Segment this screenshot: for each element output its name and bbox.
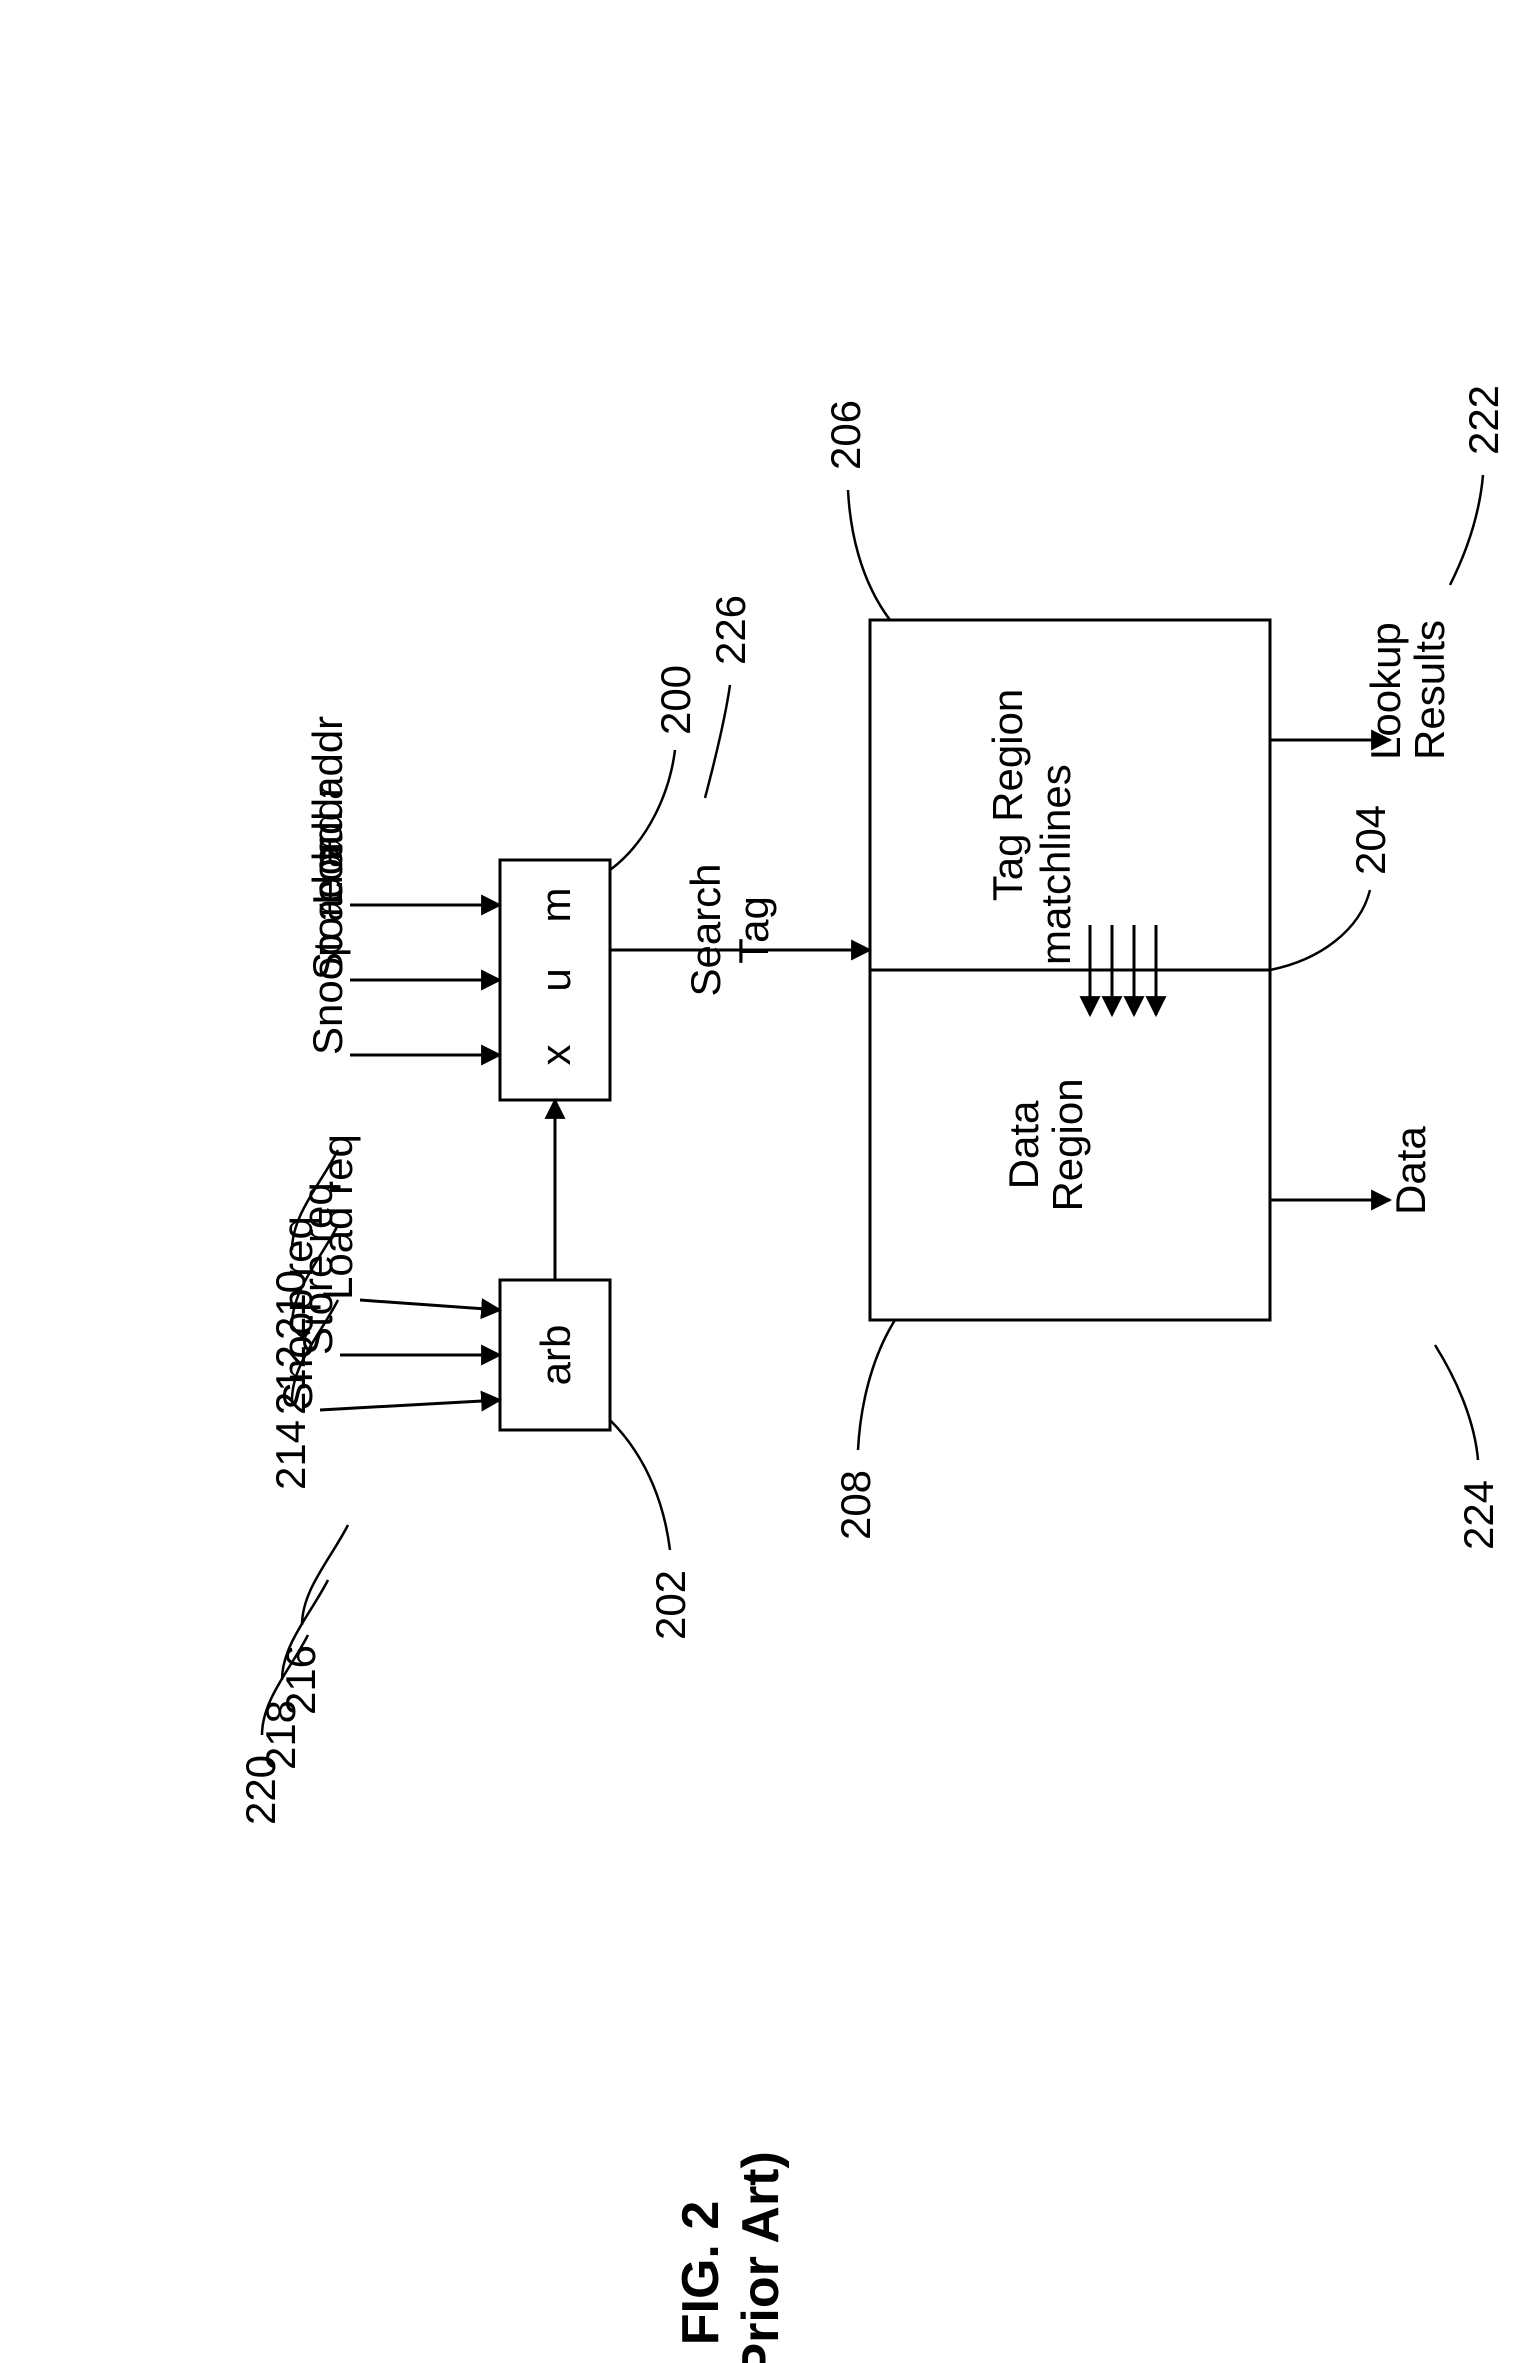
data-region-label: Region bbox=[1044, 1078, 1091, 1211]
arb-input-arrow bbox=[320, 1400, 500, 1410]
ref-number: 200 bbox=[652, 665, 699, 735]
ref-number: 204 bbox=[1347, 805, 1394, 875]
diagram-canvas: m u x 200 arb 202 Tag Region Data Region… bbox=[0, 0, 1528, 2363]
matchlines-label: matchlines bbox=[1032, 764, 1079, 965]
leader-200 bbox=[610, 750, 675, 870]
mux-label-char: m bbox=[532, 888, 579, 923]
arb-label: arb bbox=[532, 1325, 579, 1386]
data-region-label: Data bbox=[1000, 1100, 1047, 1189]
mux-label-char: u bbox=[532, 968, 579, 991]
search-tag-label: Search bbox=[682, 863, 729, 996]
leader-208 bbox=[858, 1320, 895, 1450]
leader-226 bbox=[705, 685, 730, 798]
mux-label-char: x bbox=[532, 1045, 579, 1066]
figure-caption-line1: FIG. 2 bbox=[672, 2201, 730, 2345]
ref-number: 220 bbox=[237, 1755, 284, 1825]
ref-number: 208 bbox=[832, 1470, 879, 1540]
figure-caption-line2: (Prior Art) bbox=[732, 2151, 790, 2363]
leader-202 bbox=[610, 1420, 670, 1550]
arb-input-label: Snoop req bbox=[274, 1216, 321, 1410]
ref-number: 224 bbox=[1455, 1480, 1502, 1550]
tag-region-label: Tag Region bbox=[984, 689, 1031, 901]
leader-216 bbox=[302, 1525, 348, 1625]
arb-input-arrow bbox=[360, 1300, 500, 1310]
leader-206 bbox=[848, 490, 890, 620]
leader-222 bbox=[1450, 475, 1483, 585]
ref-number: 206 bbox=[822, 400, 869, 470]
ref-number: 222 bbox=[1460, 385, 1507, 455]
ref-number: 202 bbox=[647, 1570, 694, 1640]
mux-input-label: Snoop addr bbox=[304, 838, 351, 1055]
ref-number: 214 bbox=[267, 1420, 314, 1490]
lookup-results-label: Lookup bbox=[1362, 622, 1409, 760]
search-tag-label: Tag bbox=[730, 896, 777, 964]
ref-number: 226 bbox=[707, 595, 754, 665]
data-out-label: Data bbox=[1387, 1126, 1434, 1215]
leader-224 bbox=[1435, 1345, 1478, 1460]
lookup-results-label: Results bbox=[1406, 620, 1453, 760]
leader-204 bbox=[1270, 890, 1370, 970]
